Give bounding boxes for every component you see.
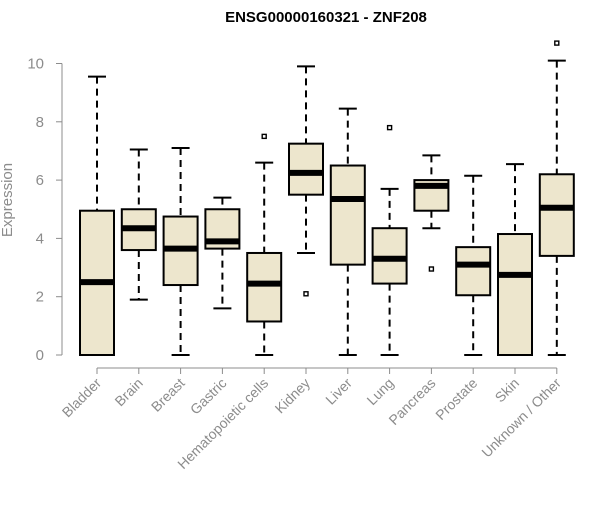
y-tick-label-6: 6	[36, 172, 44, 189]
outlier-point	[261, 133, 267, 140]
outlier-point	[303, 291, 309, 297]
x-tick-label: Prostate	[432, 375, 480, 423]
box-body	[246, 251, 283, 323]
box-prostate	[455, 174, 492, 356]
box-body	[329, 164, 366, 266]
x-tick-label: Brain	[111, 375, 145, 409]
box-body	[455, 246, 492, 297]
x-tick-label: Breast	[148, 375, 188, 415]
outlier-point	[428, 266, 435, 272]
box-breast	[162, 147, 199, 356]
box-brain	[120, 148, 157, 301]
box-kidney	[288, 65, 324, 297]
box-body	[538, 173, 575, 257]
box-bladder	[79, 75, 115, 356]
box-pancreas	[413, 154, 450, 272]
box-liver	[329, 107, 366, 356]
chart-title: ENSG00000160321 - ZNF208	[225, 9, 427, 26]
x-tick-label: Liver	[322, 375, 355, 408]
y-axis-label: Expression	[0, 163, 16, 237]
x-tick-label: Unknown / Other	[478, 375, 564, 461]
outlier-point	[554, 40, 560, 46]
box-unknown-other	[538, 40, 575, 356]
box-body	[497, 233, 533, 356]
x-tick-label: Kidney	[272, 375, 314, 417]
box-hematopoietic-cells	[246, 133, 283, 356]
y-tick-label-10: 10	[27, 56, 44, 73]
box-gastric	[204, 196, 241, 310]
x-tick-label: Lung	[363, 375, 396, 408]
y-tick-label-2: 2	[36, 289, 44, 306]
y-tick-label-0: 0	[36, 347, 44, 364]
x-tick-label: Bladder	[59, 375, 105, 421]
y-axis: 0 2 4 6 8 10	[27, 56, 63, 364]
boxes-group	[79, 40, 575, 356]
x-tick-label: Skin	[492, 375, 523, 406]
box-body	[288, 142, 324, 196]
y-tick-label-4: 4	[36, 230, 44, 247]
y-tick-label-8: 8	[36, 114, 44, 131]
outlier-point	[386, 124, 393, 131]
box-lung	[371, 124, 408, 356]
box-skin	[497, 163, 533, 356]
